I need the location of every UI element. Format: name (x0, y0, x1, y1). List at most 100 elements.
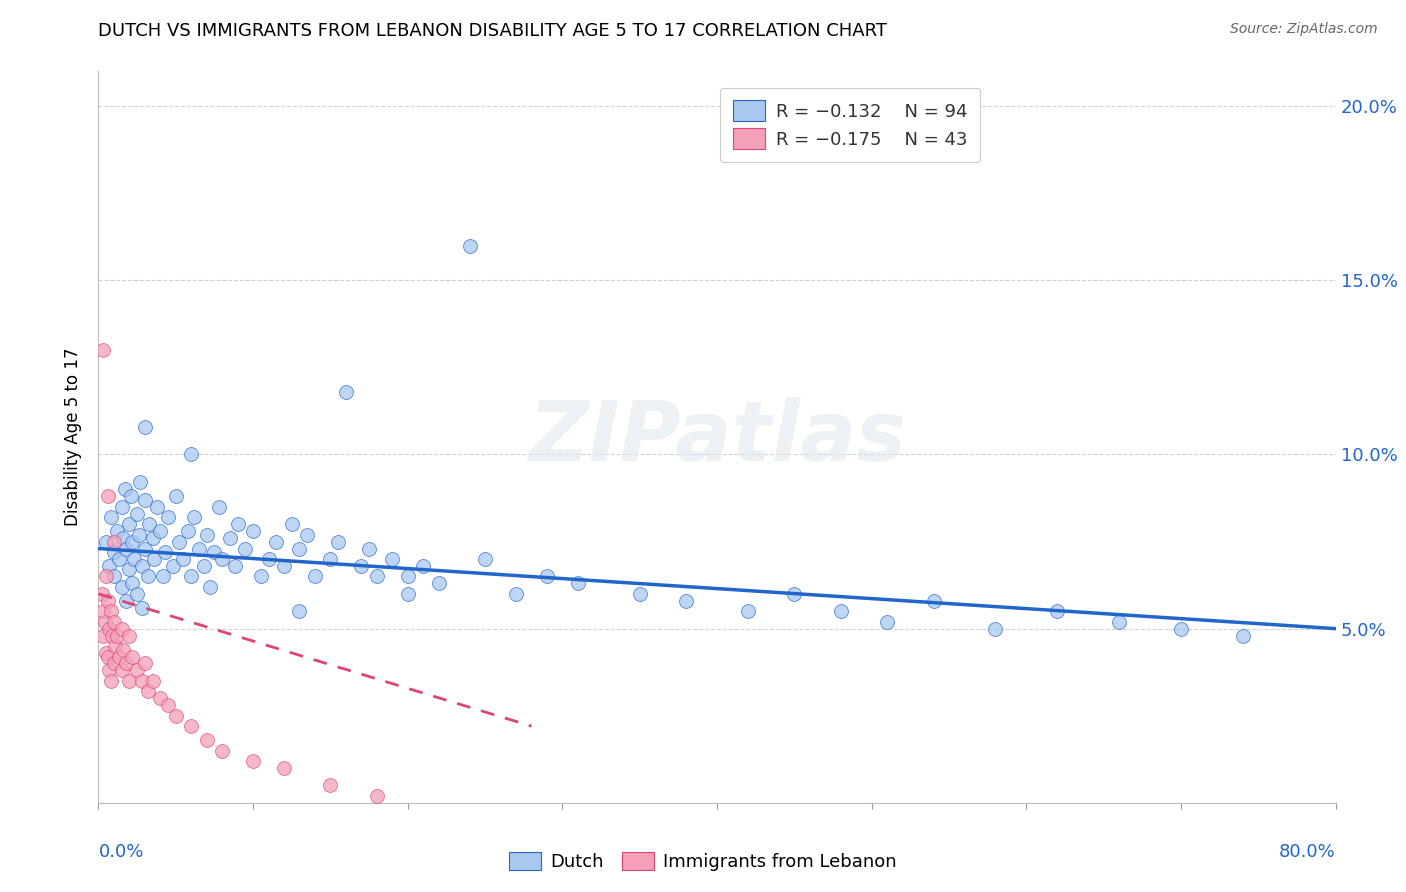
Point (131, 558, 153, 573)
Point (536, 569, 558, 583)
Point (458, 238, 481, 252)
Point (103, 569, 125, 583)
Point (162, 558, 184, 573)
Point (103, 615, 125, 629)
Point (136, 684, 159, 698)
Point (107, 552, 129, 566)
Point (183, 510, 205, 524)
Point (96, 646, 118, 660)
Point (98, 664, 121, 678)
Point (266, 534, 288, 549)
Point (1108, 615, 1130, 629)
Point (297, 527, 319, 541)
Point (350, 558, 373, 573)
Point (198, 580, 221, 594)
Point (257, 552, 280, 566)
Point (121, 649, 143, 664)
Point (319, 778, 342, 792)
Point (157, 510, 180, 524)
Point (115, 594, 138, 608)
Point (98, 558, 121, 573)
Point (90, 587, 112, 601)
Point (111, 622, 134, 636)
Point (103, 545, 125, 559)
Point (136, 569, 159, 583)
Point (281, 517, 304, 532)
Point (142, 531, 165, 545)
Point (134, 419, 156, 434)
Point (149, 691, 172, 706)
Point (381, 552, 404, 566)
Point (830, 604, 852, 618)
Point (122, 552, 145, 566)
Point (242, 754, 264, 768)
Point (173, 552, 195, 566)
Point (211, 552, 233, 566)
Point (105, 524, 128, 538)
Point (304, 569, 326, 583)
Point (100, 673, 122, 688)
Point (427, 576, 450, 591)
Point (1170, 622, 1192, 636)
Point (250, 569, 273, 583)
Text: DUTCH VS IMMIGRANTS FROM LEBANON DISABILITY AGE 5 TO 17 CORRELATION CHART: DUTCH VS IMMIGRANTS FROM LEBANON DISABIL… (98, 22, 887, 40)
Point (146, 500, 169, 514)
Point (100, 604, 122, 618)
Point (134, 541, 156, 556)
Point (93, 615, 115, 629)
Point (97, 649, 120, 664)
Point (118, 517, 141, 532)
Point (96, 534, 118, 549)
Point (195, 733, 218, 747)
Point (984, 622, 1007, 636)
Point (326, 534, 350, 549)
Point (319, 552, 342, 566)
Point (118, 562, 141, 576)
Point (127, 507, 149, 521)
Point (105, 629, 128, 643)
Point (100, 510, 122, 524)
Point (131, 673, 153, 688)
Point (505, 587, 527, 601)
Point (149, 524, 172, 538)
Point (157, 698, 180, 713)
Point (121, 534, 143, 549)
Point (129, 475, 152, 490)
Point (242, 524, 264, 538)
Point (128, 527, 150, 541)
Point (111, 664, 134, 678)
Point (91, 343, 114, 357)
Point (1046, 604, 1069, 618)
Text: Source: ZipAtlas.com: Source: ZipAtlas.com (1230, 22, 1378, 37)
Point (357, 541, 380, 556)
Point (98, 622, 121, 636)
Point (188, 541, 211, 556)
Point (121, 576, 143, 591)
Point (876, 615, 898, 629)
Point (134, 657, 156, 671)
Point (783, 587, 806, 601)
Point (152, 569, 174, 583)
Point (143, 552, 166, 566)
Point (235, 541, 257, 556)
Point (474, 552, 496, 566)
Point (115, 657, 138, 671)
Point (112, 642, 135, 657)
Point (167, 534, 190, 549)
Point (134, 492, 156, 507)
Point (165, 708, 187, 723)
Point (195, 527, 218, 541)
Point (412, 558, 434, 573)
Point (335, 384, 357, 399)
Text: ZIPatlas: ZIPatlas (529, 397, 905, 477)
Point (138, 517, 160, 532)
Point (224, 558, 246, 573)
Point (737, 604, 759, 618)
Point (111, 500, 134, 514)
Legend: Dutch, Immigrants from Lebanon: Dutch, Immigrants from Lebanon (502, 845, 904, 879)
Point (219, 531, 242, 545)
Point (922, 594, 945, 608)
Point (127, 664, 149, 678)
Point (366, 569, 388, 583)
Point (114, 483, 136, 497)
